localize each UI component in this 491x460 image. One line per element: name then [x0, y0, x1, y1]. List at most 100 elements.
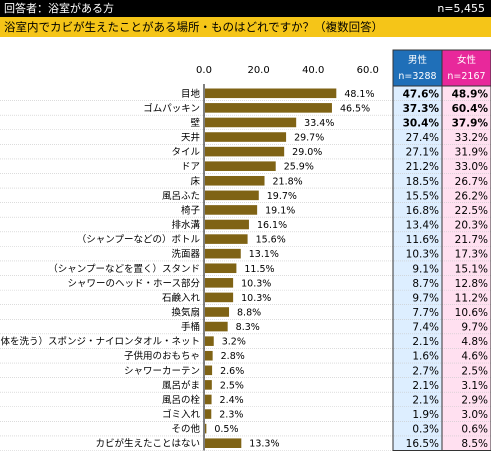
female-value: 0.6% — [461, 424, 488, 436]
bar-value-label: 16.1% — [257, 220, 287, 231]
category-label: 洗面器 — [171, 248, 200, 260]
male-value: 9.1% — [412, 263, 439, 275]
male-value: 2.1% — [412, 336, 439, 348]
bar — [205, 350, 213, 361]
bar-value-label: 8.3% — [236, 322, 260, 333]
male-value: 0.3% — [412, 424, 439, 436]
bar-value-label: 13.3% — [249, 439, 279, 450]
bar-value-label: 13.1% — [249, 249, 279, 260]
sample-size: n=5,455 — [437, 2, 485, 15]
bar — [205, 248, 241, 259]
bar — [205, 132, 287, 142]
category-label: （シャンプーなどの）ボトル — [77, 234, 201, 246]
bar-value-label: 15.6% — [256, 235, 286, 246]
category-label: 換気扇 — [171, 306, 200, 318]
female-value: 26.2% — [455, 190, 488, 202]
female-value: 48.9% — [452, 88, 489, 100]
female-value: 3.1% — [461, 380, 488, 392]
bar — [205, 380, 212, 390]
bar — [205, 307, 230, 317]
female-value: 9.7% — [461, 322, 488, 334]
male-value: 18.5% — [406, 176, 439, 188]
bar — [205, 175, 265, 186]
category-label: カビが生えたことはない — [95, 438, 200, 450]
male-value: 27.4% — [406, 132, 439, 144]
female-value: 2.9% — [461, 394, 488, 406]
bar — [205, 278, 234, 288]
category-label: 床 — [190, 175, 200, 187]
bar — [205, 190, 259, 201]
bar-value-label: 11.5% — [244, 264, 274, 275]
female-value: 2.5% — [461, 365, 488, 377]
bar — [205, 103, 332, 113]
bar — [205, 88, 337, 99]
bar — [205, 438, 242, 448]
category-label: 天井 — [181, 132, 200, 144]
male-value: 1.9% — [412, 409, 439, 421]
category-label: 風呂がま — [162, 379, 200, 391]
female-value: 15.1% — [455, 263, 488, 275]
respondents-header: 回答者：浴室がある方 n=5,455 — [0, 0, 491, 17]
bar-value-label: 19.7% — [267, 191, 297, 202]
male-value: 7.7% — [412, 307, 439, 319]
bar-value-label: 33.4% — [304, 118, 334, 129]
female-value: 60.4% — [452, 103, 489, 115]
bar-value-label: 2.6% — [220, 366, 244, 377]
female-value: 31.9% — [455, 147, 488, 159]
respondents-label: 回答者：浴室がある方 — [4, 2, 114, 15]
female-header-label: 女性 — [457, 54, 477, 66]
male-value: 8.7% — [412, 278, 439, 290]
bar-value-label: 2.5% — [220, 380, 244, 391]
category-label: 石鹸入れ — [162, 292, 201, 304]
male-value: 30.4% — [403, 117, 440, 129]
bar-value-label: 3.2% — [222, 337, 246, 348]
category-label: 排水溝 — [171, 219, 200, 231]
male-value: 47.6% — [403, 88, 440, 100]
category-label: その他 — [171, 423, 200, 435]
female-value: 17.3% — [455, 249, 488, 261]
question-band: 浴室内でカビが生えたことがある場所・ものはどれですか？（複数回答） — [0, 17, 491, 37]
female-column-bg — [442, 86, 491, 451]
category-label: 壁 — [190, 117, 200, 129]
male-header-label: 男性 — [408, 54, 428, 66]
female-value: 33.2% — [455, 132, 488, 144]
female-value: 22.5% — [455, 205, 488, 217]
category-label: （シャンプーなどを置く）スタンド — [48, 263, 200, 275]
category-label: 風呂ふた — [162, 191, 200, 202]
bar-value-label: 2.8% — [221, 351, 245, 362]
bar-value-label: 29.7% — [294, 133, 324, 144]
male-value: 1.6% — [412, 351, 439, 363]
bar-value-label: 25.9% — [284, 162, 314, 173]
question-text: 浴室内でカビが生えたことがある場所・ものはどれですか？（複数回答） — [4, 20, 384, 34]
female-value: 11.2% — [455, 292, 488, 304]
male-column-bg — [393, 86, 442, 451]
male-value: 2.7% — [412, 365, 439, 377]
male-value: 15.5% — [406, 190, 439, 202]
category-label: （体を洗う）スポンジ・ナイロンタオル・ネット — [0, 336, 200, 348]
x-tick-label: 0.0 — [196, 65, 212, 76]
female-value: 4.6% — [461, 351, 488, 363]
x-tick-label: 20.0 — [247, 65, 269, 76]
male-value: 16.5% — [406, 438, 439, 450]
bar — [205, 234, 248, 244]
bar — [205, 394, 212, 405]
category-label: 目地 — [181, 88, 201, 100]
category-label: 風呂の栓 — [162, 394, 201, 406]
male-value: 10.3% — [406, 249, 439, 261]
bar-value-label: 10.3% — [241, 293, 271, 304]
bar — [205, 336, 214, 346]
female-value: 26.7% — [455, 176, 488, 188]
female-value: 12.8% — [455, 278, 488, 290]
bar — [205, 409, 212, 419]
bar — [205, 161, 276, 171]
category-label: ゴムパッキン — [143, 102, 200, 114]
category-label: タイル — [171, 147, 200, 158]
category-label: 子供用のおもちゃ — [124, 350, 200, 362]
male-value: 27.1% — [406, 147, 439, 159]
bar-value-label: 29.0% — [292, 147, 322, 158]
female-value: 4.8% — [461, 336, 488, 348]
male-value: 21.2% — [406, 161, 439, 173]
bar — [205, 321, 228, 332]
